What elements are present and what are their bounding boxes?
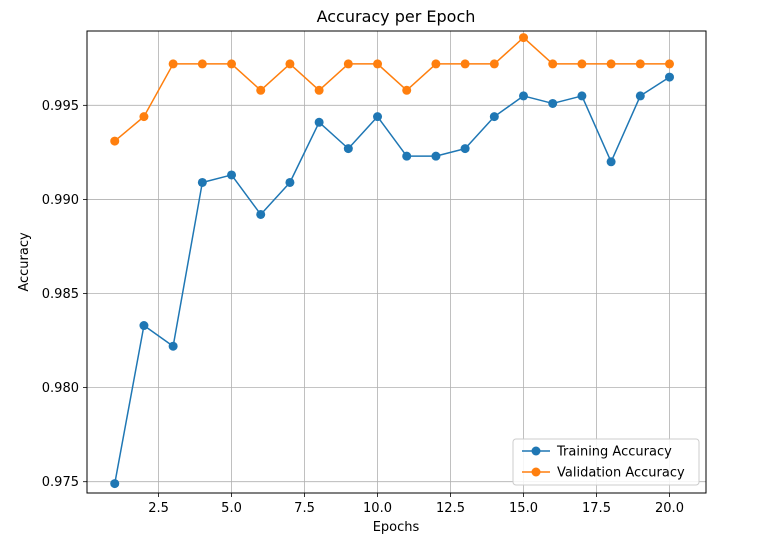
training-accuracy-point	[343, 144, 353, 154]
training-accuracy-legend-label: Training Accuracy	[556, 445, 672, 460]
training-accuracy-point	[519, 91, 529, 101]
training-accuracy-point	[665, 72, 675, 82]
validation-accuracy-point	[606, 59, 616, 69]
validation-accuracy-point	[168, 59, 178, 69]
y-tick-label: 0.995	[42, 99, 79, 114]
x-tick-label: 10.0	[363, 501, 392, 516]
x-tick-label: 5.0	[221, 501, 242, 516]
validation-accuracy-point	[548, 59, 558, 69]
legend: Training Accuracy Validation Accuracy	[512, 438, 700, 486]
validation-accuracy-point	[635, 59, 645, 69]
y-tick-label: 0.975	[42, 475, 79, 490]
validation-accuracy-point	[110, 136, 120, 146]
validation-accuracy-point	[139, 112, 149, 122]
x-tick-label: 15.0	[509, 501, 538, 516]
validation-accuracy-point	[256, 85, 266, 95]
validation-accuracy-point	[343, 59, 353, 69]
training-accuracy-point	[168, 341, 178, 351]
training-accuracy-point	[256, 209, 266, 219]
training-accuracy-point	[314, 117, 324, 127]
x-tick-label: 12.5	[436, 501, 465, 516]
validation-accuracy-legend-label: Validation Accuracy	[557, 466, 685, 481]
validation-accuracy-point	[314, 85, 324, 95]
validation-accuracy-line	[114, 36, 670, 142]
validation-accuracy-point	[519, 33, 529, 43]
y-tick-label: 0.980	[42, 381, 79, 396]
training-accuracy-point	[402, 151, 412, 161]
validation-accuracy-point	[431, 59, 441, 69]
validation-accuracy-point	[489, 59, 499, 69]
training-accuracy-legend-marker	[531, 446, 541, 456]
validation-accuracy-point	[577, 59, 587, 69]
series-layer	[110, 33, 675, 489]
training-accuracy-point	[373, 112, 383, 122]
training-accuracy-point	[227, 170, 237, 180]
training-accuracy-point	[197, 177, 207, 187]
training-accuracy-point	[139, 321, 149, 331]
y-tick-label: 0.990	[42, 193, 79, 208]
validation-accuracy-point	[402, 85, 412, 95]
y-tick-label: 0.985	[42, 287, 79, 302]
x-tick-label: 17.5	[582, 501, 611, 516]
training-accuracy-point	[110, 479, 120, 489]
x-tick-label: 20.0	[655, 501, 684, 516]
plot-area	[87, 31, 706, 493]
x-tick-label: 2.5	[148, 501, 169, 516]
validation-accuracy-point	[460, 59, 470, 69]
validation-accuracy-point	[373, 59, 383, 69]
training-accuracy-point	[285, 177, 295, 187]
training-accuracy-point	[635, 91, 645, 101]
validation-accuracy-point	[197, 59, 207, 69]
validation-accuracy-legend-marker	[531, 467, 541, 477]
training-accuracy-point	[431, 151, 441, 161]
training-accuracy-point	[548, 98, 558, 108]
training-accuracy-point	[577, 91, 587, 101]
validation-accuracy-point	[227, 59, 237, 69]
validation-accuracy-point	[665, 59, 675, 69]
chart-title: Accuracy per Epoch	[317, 7, 476, 26]
y-axis-label: Accuracy	[17, 232, 32, 292]
training-accuracy-line	[114, 76, 670, 484]
x-tick-label: 7.5	[294, 501, 315, 516]
ticks: 2.5 5.0 7.5 10.0 12.5 15.0 17.5 20.0 0.975 0.980 0…	[42, 99, 684, 516]
training-accuracy-point	[489, 112, 499, 122]
training-accuracy-point	[460, 144, 470, 154]
x-axis-label: Epochs	[373, 520, 420, 535]
plot-frame	[86, 30, 707, 494]
training-accuracy-point	[606, 157, 616, 167]
grid	[87, 31, 706, 493]
legend-box	[512, 438, 700, 486]
validation-accuracy-point	[285, 59, 295, 69]
